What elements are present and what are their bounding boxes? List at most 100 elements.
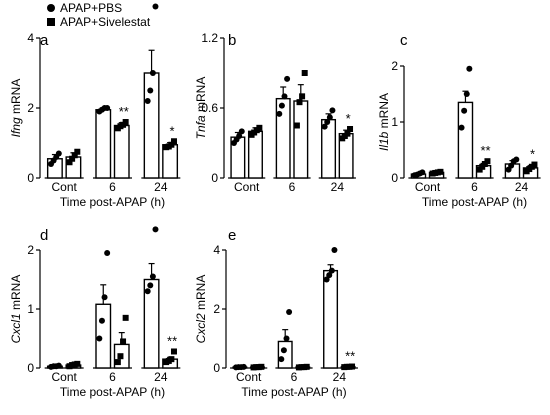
y-axis-label-unit: mRNA xyxy=(194,77,208,116)
data-point-circle xyxy=(238,128,245,135)
data-point-circle xyxy=(324,119,331,125)
data-point-circle xyxy=(149,70,156,76)
legend-label-sivelestat: APAP+Sivelestat xyxy=(60,15,151,29)
data-point-square xyxy=(170,138,177,145)
data-point-circle xyxy=(321,123,328,130)
x-axis-title: Time post-APAP (h) xyxy=(60,195,165,209)
bar xyxy=(95,109,112,179)
significance-marker: ** xyxy=(167,333,177,348)
data-point-circle xyxy=(283,335,290,342)
data-point-square xyxy=(170,348,177,355)
x-tick-label: 6 xyxy=(109,180,116,194)
legend-marker-square xyxy=(47,18,55,26)
data-point-square xyxy=(71,152,78,159)
x-tick-label: Cont xyxy=(234,180,260,194)
y-axis-label-unit: mRNA xyxy=(9,79,23,118)
data-point-circle xyxy=(144,98,151,104)
x-tick-label: Cont xyxy=(51,370,77,384)
data-point-circle xyxy=(280,347,287,354)
y-tick-label: 4 xyxy=(27,31,34,45)
data-point-square xyxy=(258,363,265,370)
significance-marker: * xyxy=(530,147,535,162)
y-axis-label: Cxcl2 mRNA xyxy=(194,275,208,344)
data-point-circle xyxy=(147,282,154,289)
data-point-circle xyxy=(513,156,520,163)
data-point-circle xyxy=(461,107,468,114)
data-point-square xyxy=(349,363,356,370)
data-point-square xyxy=(114,359,121,366)
x-tick-label: 24 xyxy=(333,370,347,384)
data-point-square xyxy=(296,99,303,106)
y-axis-label: Il1b mRNA xyxy=(377,93,391,151)
data-point-square xyxy=(293,122,300,129)
y-axis-label-gene: Tnfa xyxy=(194,115,208,139)
x-tick-label: 6 xyxy=(291,370,298,384)
panel-letter-c: c xyxy=(400,32,408,49)
y-tick-label: 0 xyxy=(27,171,34,185)
bar xyxy=(275,97,291,179)
data-point-circle xyxy=(149,273,156,280)
data-point-circle xyxy=(323,276,330,283)
y-tick-label: 1 xyxy=(27,302,34,316)
data-point-circle xyxy=(101,294,108,301)
data-point-circle xyxy=(152,226,159,233)
y-axis-label-unit: mRNA xyxy=(9,275,23,314)
panel-d: d 0 1 2 Cxcl1 mRNA Cont 6 24 ** Time post-APAP (h… xyxy=(9,226,181,399)
data-point-circle xyxy=(466,65,473,72)
data-point-square xyxy=(299,93,306,100)
y-tick-label: 2 xyxy=(213,302,220,316)
y-tick-label: 0 xyxy=(391,171,398,185)
data-point-square xyxy=(344,130,351,137)
data-point-square xyxy=(168,141,175,148)
significance-marker: ** xyxy=(119,104,129,119)
data-point-square xyxy=(120,338,127,345)
data-point-circle xyxy=(284,75,291,82)
data-point-circle xyxy=(458,124,465,131)
data-point-circle xyxy=(240,363,247,370)
panel-b: b 0 0.6 1.2 Tnfa mRNA Cont 6 24 * xyxy=(194,31,356,194)
x-tick-label: 6 xyxy=(289,180,296,194)
y-tick-label: 1 xyxy=(391,115,398,129)
data-point-square xyxy=(256,124,263,131)
data-point-circle xyxy=(286,308,293,315)
data-point-circle xyxy=(328,267,335,274)
data-point-circle xyxy=(331,247,338,253)
data-point-circle xyxy=(276,110,283,117)
x-tick-label: Cont xyxy=(415,180,441,194)
data-point-circle xyxy=(281,93,288,100)
y-tick-label: 1.2 xyxy=(201,31,218,45)
data-point-circle xyxy=(236,133,243,139)
y-tick-label: 0 xyxy=(211,171,218,185)
data-point-circle xyxy=(326,272,333,279)
data-point-square xyxy=(301,70,308,76)
y-axis-label-unit: mRNA xyxy=(194,275,208,314)
x-axis-title: Time post-APAP (h) xyxy=(422,195,527,209)
data-point-square xyxy=(122,119,129,125)
data-point-square xyxy=(347,126,354,132)
significance-marker: * xyxy=(170,123,175,138)
x-tick-label: 24 xyxy=(515,180,529,194)
y-axis-label-unit: mRNA xyxy=(377,93,391,132)
data-point-circle xyxy=(104,105,111,111)
y-tick-label: 0 xyxy=(27,361,34,375)
data-point-circle xyxy=(329,107,336,114)
x-axis-title: Time post-APAP (h) xyxy=(241,385,346,399)
y-tick-label: 0.6 xyxy=(201,101,218,115)
data-point-square xyxy=(69,155,76,162)
data-point-circle xyxy=(104,249,111,256)
data-point-circle xyxy=(508,162,515,169)
panel-letter-b: b xyxy=(228,32,236,49)
data-point-circle xyxy=(55,150,62,157)
x-tick-label: Cont xyxy=(236,370,262,384)
bar xyxy=(293,100,309,179)
bar xyxy=(113,124,130,179)
data-point-circle xyxy=(152,3,159,10)
x-axis-title: Time post-APAP (h) xyxy=(60,385,165,399)
bar xyxy=(247,130,263,179)
y-axis-label-gene: Ifng xyxy=(9,117,23,137)
data-point-square xyxy=(74,148,81,155)
significance-marker: * xyxy=(346,111,351,126)
